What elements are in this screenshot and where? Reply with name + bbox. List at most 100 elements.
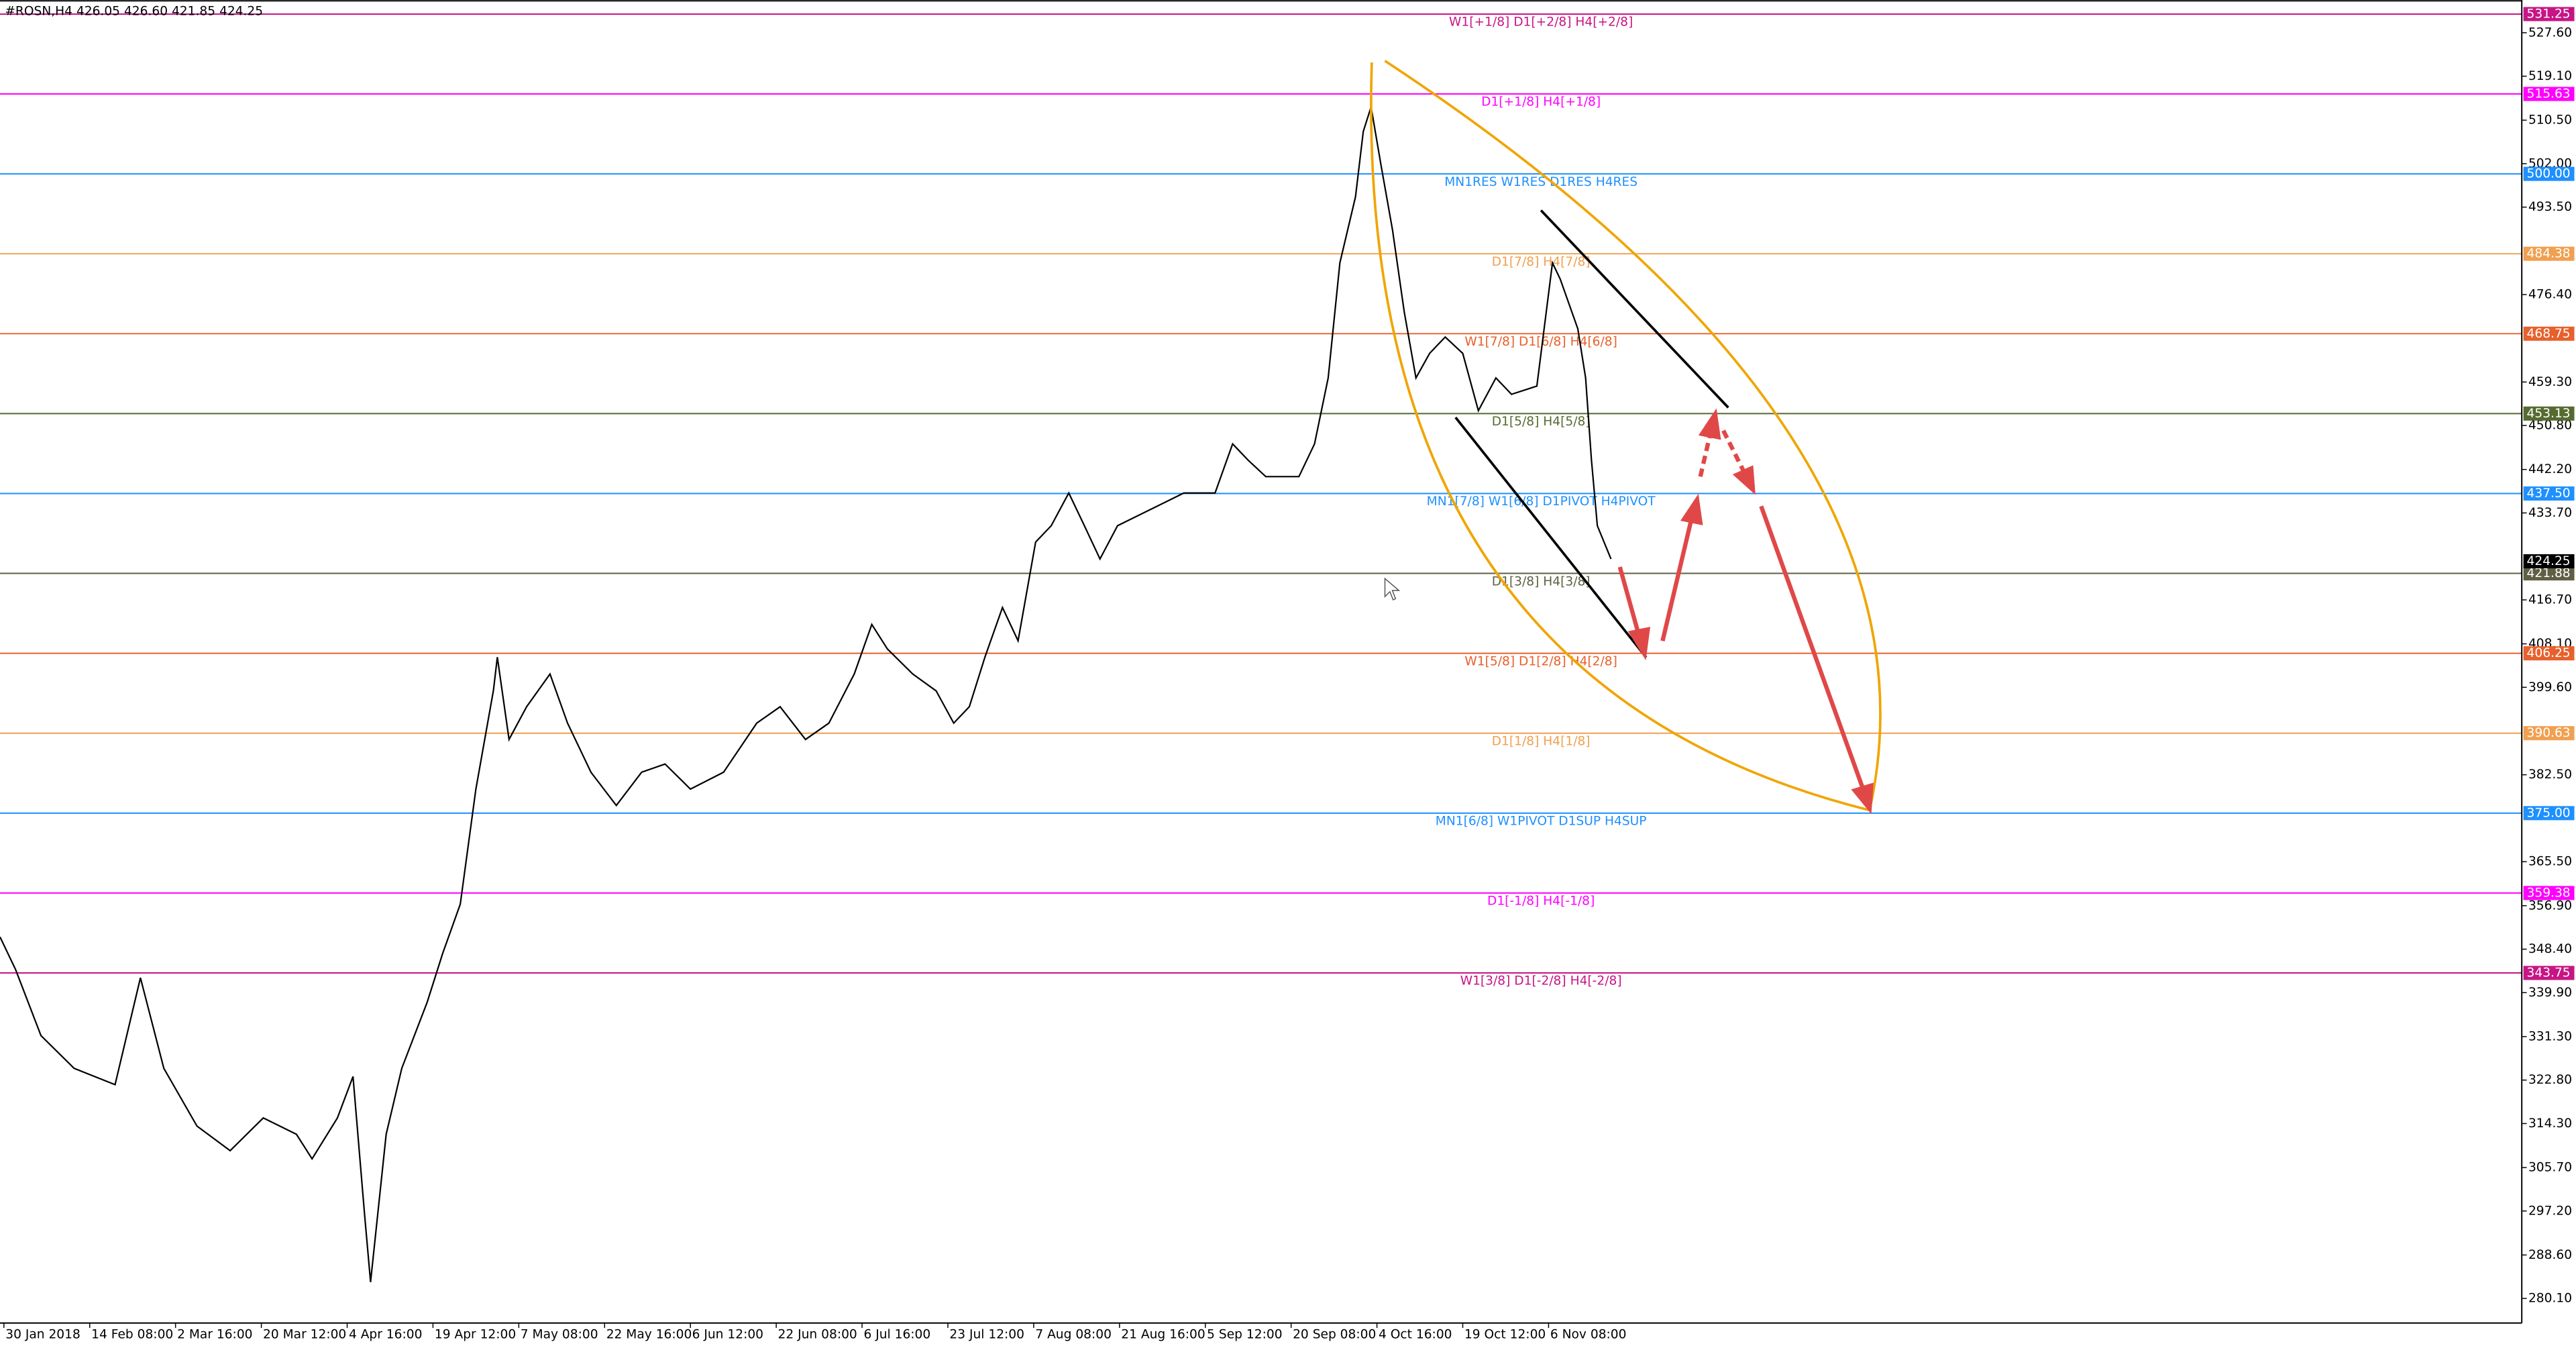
price-box-label: 453.13 xyxy=(2527,407,2571,421)
level-label: MN1[7/8] W1[6/8] D1PIVOT H4PIVOT xyxy=(1427,495,1656,509)
price-line xyxy=(0,106,1612,1282)
y-tick-label: 527.60 xyxy=(2528,25,2572,40)
level-label: W1[3/8] D1[-2/8] H4[-2/8] xyxy=(1460,974,1622,988)
price-box xyxy=(2523,326,2575,341)
arrow-head xyxy=(1698,408,1721,440)
arrow xyxy=(1759,505,1866,790)
x-tick-label: 4 Oct 16:00 xyxy=(1379,1327,1452,1341)
y-tick-label: 348.40 xyxy=(2528,942,2572,956)
price-box xyxy=(2523,566,2575,581)
arrow-head xyxy=(1680,493,1703,525)
level-label: W1[5/8] D1[2/8] H4[2/8] xyxy=(1464,654,1617,668)
x-tick-label: 19 Apr 12:00 xyxy=(435,1327,516,1341)
x-tick-label: 6 Nov 08:00 xyxy=(1550,1327,1627,1341)
chart-header: #ROSN,H4 426.05 426.60 421.85 424.25 xyxy=(5,5,263,19)
y-tick-label: 399.60 xyxy=(2528,680,2572,694)
price-box-label: 421.88 xyxy=(2527,566,2571,580)
price-box xyxy=(2523,246,2575,261)
price-box xyxy=(2523,806,2575,821)
price-box-label: 484.38 xyxy=(2527,247,2571,261)
trend-line xyxy=(1454,416,1648,658)
price-box-label: 437.50 xyxy=(2527,486,2571,501)
price-box xyxy=(2523,554,2575,569)
x-tick-label: 30 Jan 2018 xyxy=(5,1327,80,1341)
price-box xyxy=(2523,886,2575,900)
x-tick-label: 20 Sep 08:00 xyxy=(1293,1327,1376,1341)
level-label: W1[7/8] D1[6/8] H4[6/8] xyxy=(1464,335,1617,349)
price-box xyxy=(2523,166,2575,181)
y-tick-label: 305.70 xyxy=(2528,1161,2572,1175)
level-label: D1[1/8] H4[1/8] xyxy=(1492,734,1591,748)
mouse-cursor xyxy=(1384,577,1401,601)
y-tick-label: 382.50 xyxy=(2528,768,2572,782)
arrow xyxy=(1698,433,1713,478)
price-box xyxy=(2523,646,2575,661)
y-tick-label: 442.20 xyxy=(2528,462,2572,476)
y-tick-label: 288.60 xyxy=(2528,1248,2572,1262)
y-tick-label: 510.50 xyxy=(2528,113,2572,127)
arrow-head xyxy=(1851,782,1874,815)
arrow xyxy=(1721,429,1747,474)
y-tick-label: 297.20 xyxy=(2528,1204,2572,1218)
y-tick-label: 339.90 xyxy=(2528,986,2572,1000)
y-tick-label: 314.30 xyxy=(2528,1117,2572,1131)
x-tick-label: 5 Sep 12:00 xyxy=(1207,1327,1282,1341)
x-tick-label: 22 May 16:00 xyxy=(606,1327,692,1341)
arrow-head xyxy=(1627,627,1651,661)
price-box xyxy=(2523,406,2575,421)
price-box-label: 359.38 xyxy=(2527,886,2571,900)
x-tick-label: 4 Apr 16:00 xyxy=(349,1327,422,1341)
x-tick-label: 22 Jun 08:00 xyxy=(778,1327,857,1341)
level-label: W1[+1/8] D1[+2/8] H4[+2/8] xyxy=(1449,15,1633,30)
y-tick-label: 331.30 xyxy=(2528,1029,2572,1043)
price-box-label: 515.63 xyxy=(2527,87,2571,101)
level-label: D1[+1/8] H4[+1/8] xyxy=(1481,95,1601,109)
x-tick-label: 23 Jul 12:00 xyxy=(949,1327,1024,1341)
x-tick-label: 20 Mar 12:00 xyxy=(263,1327,346,1341)
y-tick-label: 493.50 xyxy=(2528,200,2572,214)
price-box-label: 531.25 xyxy=(2527,7,2571,21)
data-layer: W1[+1/8] D1[+2/8] H4[+2/8] D1[+1/8] H4[+1… xyxy=(0,13,2522,1282)
level-label: D1[-1/8] H4[-1/8] xyxy=(1487,894,1595,909)
price-box xyxy=(2523,486,2575,501)
x-tick-label: 6 Jun 12:00 xyxy=(692,1327,763,1341)
arc-right xyxy=(1384,60,1882,811)
x-tick-label: 21 Aug 16:00 xyxy=(1121,1327,1205,1341)
y-tick-label: 476.40 xyxy=(2528,288,2572,302)
arrow xyxy=(1660,515,1695,641)
price-box xyxy=(2523,87,2575,101)
price-box-label: 406.25 xyxy=(2527,646,2571,660)
price-box-label: 468.75 xyxy=(2527,327,2571,341)
x-tick-label: 7 May 08:00 xyxy=(521,1327,598,1341)
price-box xyxy=(2523,7,2575,21)
x-tick-label: 6 Jul 16:00 xyxy=(863,1327,930,1341)
annotations xyxy=(1370,60,1882,815)
y-tick-label: 519.10 xyxy=(2528,69,2572,83)
price-box-label: 375.00 xyxy=(2527,806,2571,820)
price-box-label: 343.75 xyxy=(2527,966,2571,980)
level-label: D1[5/8] H4[5/8] xyxy=(1492,415,1591,429)
trend-line xyxy=(1540,209,1729,409)
level-label: MN1RES W1RES D1RES H4RES xyxy=(1444,175,1638,189)
y-tick-label: 280.10 xyxy=(2528,1292,2572,1306)
y-tick-label: 450.80 xyxy=(2528,419,2572,433)
level-label: MN1[6/8] W1PIVOT D1SUP H4SUP xyxy=(1436,815,1647,829)
y-tick-label: 459.30 xyxy=(2528,375,2572,389)
x-tick-label: 14 Feb 08:00 xyxy=(91,1327,173,1341)
level-label: D1[3/8] H4[3/8] xyxy=(1492,574,1591,588)
level-label: D1[7/8] H4[7/8] xyxy=(1492,255,1591,269)
x-tick-label: 7 Aug 08:00 xyxy=(1035,1327,1112,1341)
price-box xyxy=(2523,966,2575,980)
y-tick-label: 322.80 xyxy=(2528,1073,2572,1087)
arc-left xyxy=(1370,62,1870,812)
x-tick-label: 19 Oct 12:00 xyxy=(1464,1327,1546,1341)
arrow-head xyxy=(1732,465,1756,495)
price-box-label: 500.00 xyxy=(2527,167,2571,181)
price-box-label: 390.63 xyxy=(2527,726,2571,740)
price-box xyxy=(2523,726,2575,741)
y-tick-label: 433.70 xyxy=(2528,506,2572,520)
y-tick-label: 416.70 xyxy=(2528,593,2572,607)
